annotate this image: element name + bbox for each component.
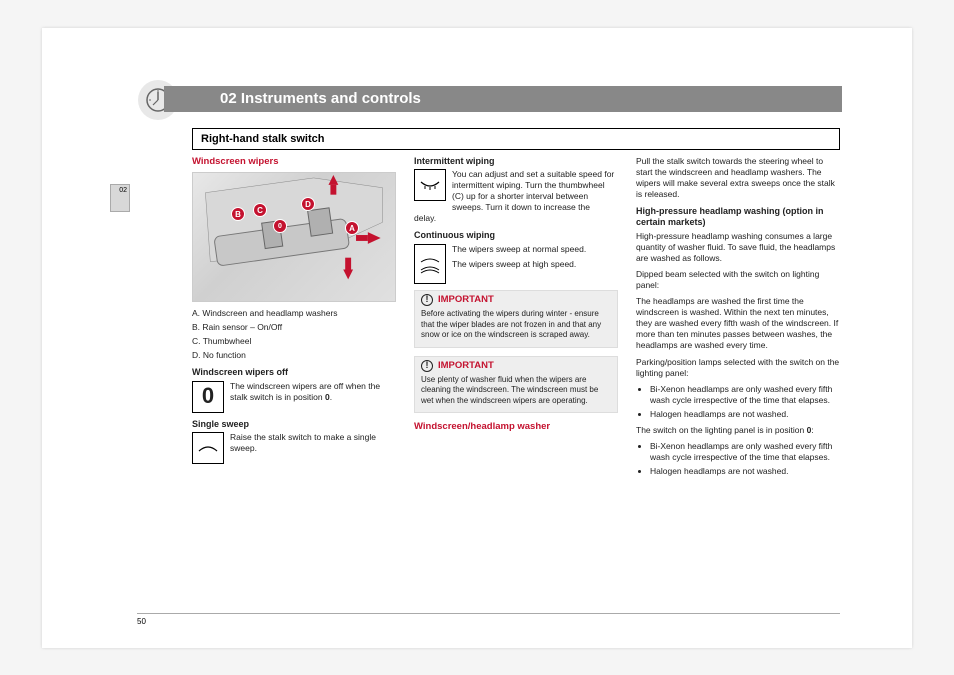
heading-continuous: Continuous wiping (414, 230, 618, 242)
washer-p5: Parking/position lamps selected with the… (636, 357, 840, 379)
legend-a: A. Windscreen and headlamp washers (192, 308, 396, 319)
washer-p3: Dipped beam selected with the switch on … (636, 269, 840, 291)
single-sweep-text: Raise the stalk switch to make a single … (230, 432, 396, 464)
washer-p2: High-pressure headlamp washing consumes … (636, 231, 840, 264)
list-item: Halogen headlamps are not washed. (650, 409, 840, 420)
legend-c: C. Thumbwheel (192, 336, 396, 347)
important-label: IMPORTANT (438, 294, 494, 306)
chapter-header-bar: 02 Instruments and controls (164, 86, 842, 112)
list-item: Halogen headlamps are not washed. (650, 466, 840, 477)
wipers-off-text: The windscreen wipers are off when the s… (230, 381, 396, 413)
stalk-illustration (193, 173, 395, 301)
important-callout-1: ! IMPORTANT Before activating the wipers… (414, 290, 618, 348)
washer-list-1: Bi-Xenon headlamps are only washed every… (636, 384, 840, 420)
continuous-icon (414, 244, 446, 284)
washer-p4: The headlamps are washed the first time … (636, 296, 840, 351)
wipers-off-row: 0 The windscreen wipers are off when the… (192, 381, 396, 413)
single-sweep-icon (192, 432, 224, 464)
continuous-row: The wipers sweep at normal speed. The wi… (414, 244, 618, 284)
intermittent-text: You can adjust and set a suitable speed … (452, 169, 618, 213)
content-columns: Windscreen wipers B C D A (192, 156, 840, 608)
heading-single-sweep: Single sweep (192, 419, 396, 431)
important-body-1: Before activating the wipers during wint… (415, 307, 617, 346)
washer-p1: Pull the stalk switch towards the steeri… (636, 156, 840, 200)
list-item: Bi-Xenon headlamps are only washed every… (650, 441, 840, 463)
washer-list-2: Bi-Xenon headlamps are only washed every… (636, 441, 840, 477)
side-tab: 02 (110, 184, 130, 212)
diagram-badge-d: D (301, 197, 315, 211)
single-sweep-row: Raise the stalk switch to make a single … (192, 432, 396, 464)
zero-icon: 0 (192, 381, 224, 413)
list-item: Bi-Xenon headlamps are only washed every… (650, 384, 840, 406)
washer-p6: The switch on the lighting panel is in p… (636, 425, 840, 436)
chapter-title: 02 Instruments and controls (220, 90, 421, 107)
exclamation-icon: ! (421, 294, 433, 306)
heading-windscreen-wipers: Windscreen wipers (192, 156, 396, 168)
legend-d: D. No function (192, 350, 396, 361)
exclamation-icon: ! (421, 360, 433, 372)
diagram-badge-a: A (345, 221, 359, 235)
intermittent-row: You can adjust and set a suitable speed … (414, 169, 618, 213)
manual-page: 02 Instruments and controls Right-hand s… (42, 28, 912, 648)
continuous-text: The wipers sweep at normal speed. The wi… (452, 244, 618, 284)
heading-washer: Windscreen/headlamp washer (414, 421, 618, 433)
diagram-badge-c: C (253, 203, 267, 217)
legend-b: B. Rain sensor – On/Off (192, 322, 396, 333)
diagram-badge-zero: 0 (273, 219, 287, 233)
footer-divider (137, 613, 840, 614)
important-callout-2: ! IMPORTANT Use plenty of washer fluid w… (414, 356, 618, 414)
section-title: Right-hand stalk switch (192, 128, 840, 150)
important-label: IMPORTANT (438, 360, 494, 372)
diagram-legend: A. Windscreen and headlamp washers B. Ra… (192, 308, 396, 361)
stalk-diagram: B C D A 0 (192, 172, 396, 302)
intermittent-icon (414, 169, 446, 201)
intermittent-tail: delay. (414, 213, 618, 224)
heading-high-pressure: High-pressure headlamp washing (option i… (636, 206, 840, 229)
heading-intermittent: Intermittent wiping (414, 156, 618, 168)
important-body-2: Use plenty of washer fluid when the wipe… (415, 373, 617, 412)
heading-wipers-off: Windscreen wipers off (192, 367, 396, 379)
page-number: 50 (137, 617, 146, 626)
diagram-badge-b: B (231, 207, 245, 221)
